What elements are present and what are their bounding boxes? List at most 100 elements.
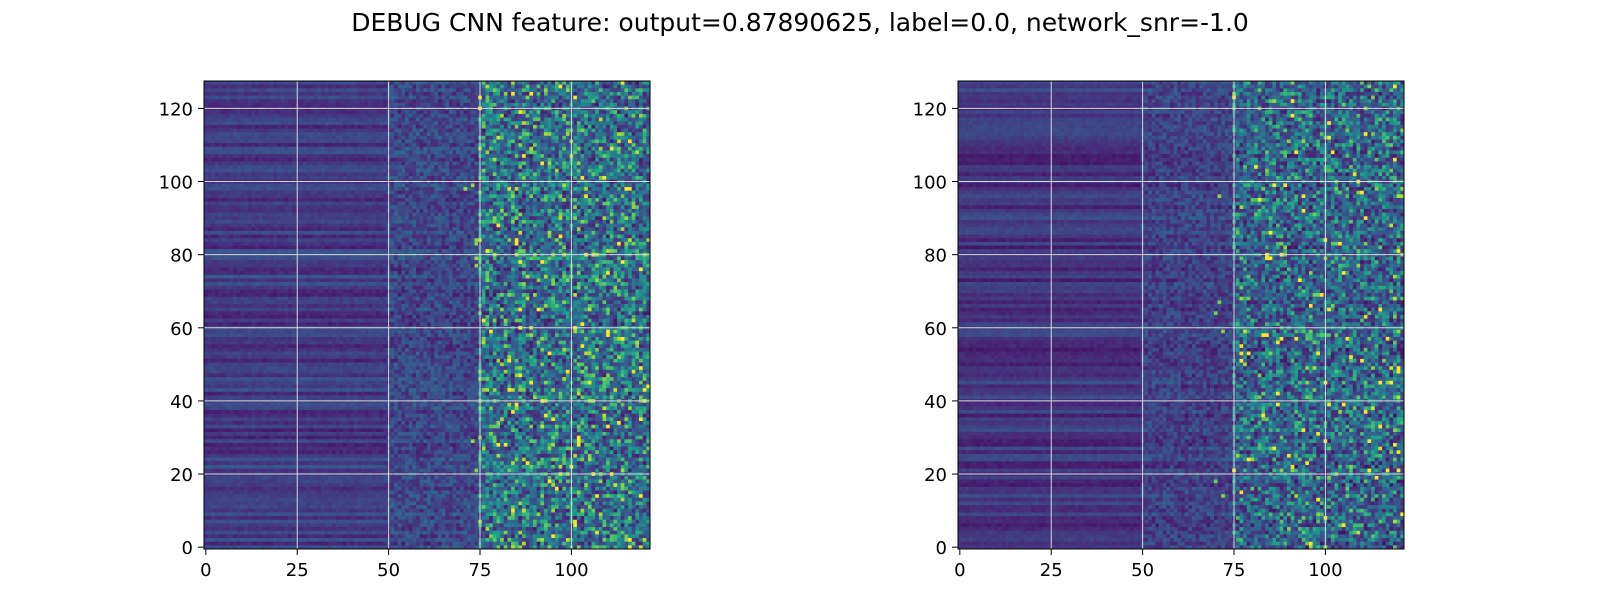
heatmap-cell: [503, 150, 508, 155]
heatmap-cell: [364, 143, 369, 148]
heatmap-cell: [507, 194, 512, 199]
heatmap-cell: [481, 102, 486, 107]
heatmap-cell: [394, 201, 399, 206]
heatmap-cell: [394, 146, 399, 151]
heatmap-cell: [244, 146, 249, 151]
heatmap-cell: [434, 227, 439, 232]
heatmap-cell: [452, 139, 457, 144]
heatmap-cell: [514, 128, 519, 133]
heatmap-cell: [492, 150, 497, 155]
heatmap-cell: [496, 121, 501, 126]
heatmap-cell: [500, 161, 505, 166]
heatmap-cell: [214, 95, 220, 100]
heatmap-cell: [397, 223, 402, 228]
heatmap-cell: [467, 183, 472, 188]
heatmap-cell: [266, 168, 271, 173]
heatmap-cell: [346, 132, 351, 137]
heatmap-cell: [364, 128, 369, 133]
heatmap-cell: [211, 146, 216, 151]
heatmap-cell: [518, 91, 523, 97]
heatmap-cell: [434, 157, 439, 162]
heatmap-cell: [562, 183, 567, 188]
heatmap-cell: [342, 88, 347, 93]
heatmap-cell: [463, 165, 468, 170]
heatmap-cell: [507, 223, 512, 228]
heatmap-cell: [211, 208, 216, 214]
heatmap-cell: [390, 208, 395, 214]
heatmap-cell: [485, 172, 490, 177]
heatmap-cell: [225, 216, 230, 221]
heatmap-cell: [405, 95, 410, 100]
heatmap-cell: [306, 212, 311, 217]
heatmap-cell: [368, 121, 373, 126]
heatmap-cell: [277, 110, 282, 115]
heatmap-cell: [405, 143, 410, 148]
heatmap-cell: [361, 168, 366, 173]
heatmap-cell: [390, 99, 395, 104]
heatmap-cell: [470, 205, 475, 210]
heatmap-cell: [646, 102, 651, 107]
heatmap-cell: [565, 168, 570, 173]
heatmap-cell: [562, 117, 567, 122]
heatmap-cell: [229, 150, 234, 155]
heatmap-cell: [383, 205, 388, 210]
heatmap-cell: [240, 121, 245, 126]
heatmap-cell: [353, 113, 358, 118]
heatmap-cell: [236, 81, 241, 86]
heatmap-cell: [518, 139, 523, 144]
heatmap-cell: [595, 154, 600, 159]
heatmap-cell: [317, 121, 322, 126]
heatmap-cell: [500, 165, 505, 170]
heatmap-cell: [617, 194, 622, 199]
heatmap-cell: [364, 219, 369, 224]
heatmap-cell: [302, 216, 307, 221]
heatmap-cell: [419, 135, 424, 140]
heatmap-cell: [394, 219, 399, 224]
heatmap-cell: [492, 128, 497, 133]
heatmap-cell: [503, 113, 508, 118]
heatmap-cell: [207, 150, 212, 155]
heatmap-cell: [489, 190, 494, 195]
heatmap-cell: [364, 121, 369, 126]
heatmap-cell: [620, 117, 625, 122]
heatmap-cell: [310, 91, 315, 97]
heatmap-cell: [503, 194, 508, 199]
heatmap-cell: [346, 201, 351, 206]
heatmap-cell: [496, 154, 501, 159]
heatmap-cell: [492, 201, 497, 206]
heatmap-cell: [269, 216, 274, 221]
heatmap-cell: [481, 216, 486, 221]
heatmap-cell: [408, 198, 413, 203]
heatmap-cell: [470, 150, 475, 155]
heatmap-cell: [595, 176, 600, 181]
heatmap-cell: [416, 154, 421, 159]
heatmap-cell: [628, 201, 633, 206]
heatmap-cell: [463, 157, 468, 162]
heatmap-cell: [339, 216, 344, 221]
heatmap-cell: [481, 208, 486, 214]
heatmap-cell: [591, 154, 596, 159]
heatmap-cell: [269, 154, 274, 159]
heatmap-cell: [383, 212, 388, 217]
heatmap-cell: [397, 150, 402, 155]
heatmap-cell: [350, 99, 355, 104]
heatmap-cell: [543, 135, 549, 140]
heatmap-cell: [390, 219, 395, 224]
heatmap-cell: [394, 139, 399, 144]
heatmap-cell: [525, 194, 530, 199]
heatmap-cell: [518, 205, 523, 210]
heatmap-cell: [536, 227, 541, 232]
heatmap-cell: [211, 223, 216, 228]
heatmap-cell: [529, 124, 534, 129]
heatmap-cell: [518, 183, 523, 188]
heatmap-cell: [587, 219, 592, 224]
heatmap-cell: [262, 216, 267, 221]
heatmap-cell: [288, 216, 293, 221]
heatmap-cell: [639, 187, 644, 192]
heatmap-cell: [628, 216, 633, 221]
heatmap-cell: [437, 208, 443, 214]
heatmap-cell: [255, 139, 260, 144]
heatmap-cell: [320, 165, 326, 170]
heatmap-cell: [628, 95, 633, 100]
